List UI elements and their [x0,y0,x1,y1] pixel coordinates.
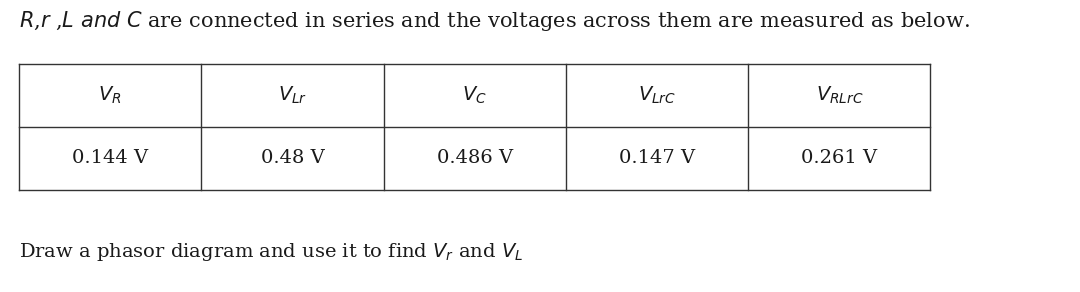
Text: $V_C$: $V_C$ [462,85,487,106]
Text: 0.48 V: 0.48 V [260,150,324,167]
Text: 0.261 V: 0.261 V [801,150,877,167]
Text: 0.147 V: 0.147 V [619,150,696,167]
Text: Draw a phasor diagram and use it to find $V_r$ and $V_L$: Draw a phasor diagram and use it to find… [19,241,524,263]
Text: 0.486 V: 0.486 V [436,150,513,167]
Text: $R$,$r$ ,$L$ $and$ $C$ are connected in series and the voltages across them are : $R$,$r$ ,$L$ $and$ $C$ are connected in … [19,9,970,33]
Text: 0.144 V: 0.144 V [72,150,148,167]
Text: $V_{LrC}$: $V_{LrC}$ [638,85,676,106]
Text: $V_{RLrC}$: $V_{RLrC}$ [815,85,863,106]
Text: $V_{Lr}$: $V_{Lr}$ [278,85,307,106]
Text: $V_R$: $V_R$ [98,85,122,106]
